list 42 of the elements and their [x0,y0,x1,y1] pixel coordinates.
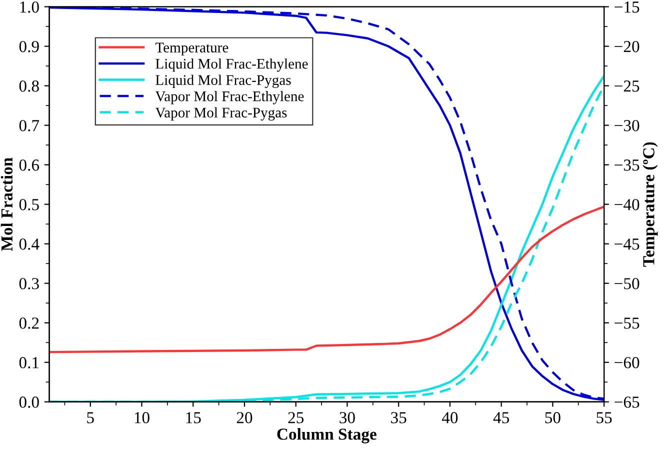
x-tick-label: 35 [391,412,406,424]
x-tick-label: 10 [134,412,150,424]
y2-tick-label: −40 [614,199,640,210]
y2-tick-label: −25 [614,80,640,92]
y2-tick-label: −65 [614,396,640,408]
y2-tick-label: −45 [614,238,640,250]
y2-tick-label: −30 [614,120,640,132]
x-tick-label: 50 [545,412,560,424]
x-tick-label: 40 [442,412,458,424]
x-tick-label: 20 [236,412,252,424]
y2-tick-label: −20 [614,40,640,52]
y2-tick-label: −55 [614,318,640,329]
y-tick-label: 0.5 [19,199,39,210]
y-tick-label: 0.2 [19,318,39,329]
y-tick-label: 0.4 [19,238,40,250]
y2-tick-label: −50 [614,278,640,290]
x-tick-label: 15 [186,412,201,424]
legend-label: Liquid Mol Frac-Pygas [156,74,291,88]
y-tick-label: 0.6 [19,159,40,171]
y2-axis-title: Temperature (ºC) [642,142,658,267]
y-tick-label: 0.3 [19,278,39,290]
x-tick-label: 45 [493,412,510,424]
x-axis-title: Column Stage [277,428,376,444]
y-tick-label: 0.8 [19,80,39,92]
legend-label: Vapor Mol Frac-Pygas [155,107,287,121]
y-tick-label: 1.0 [20,1,39,13]
y2-tick-label: −15 [614,2,640,13]
y-tick-label: 0.1 [19,357,39,368]
line-series [49,206,604,354]
x-tick-label: 25 [288,412,304,424]
y-tick-label: 0.9 [19,40,39,52]
x-tick-label: 55 [596,412,612,424]
y-tick-label: 0.0 [19,396,39,408]
y2-tick-label: −35 [614,160,640,171]
legend-label: Liquid Mol Frac-Ethylene [156,58,308,72]
legend-label: Vapor Mol Frac-Ethylene [155,90,304,104]
y-axis-title: Mol Fraction [0,158,13,251]
y-tick-label: 0.7 [19,120,40,132]
x-tick-label: 30 [340,412,355,424]
legend-label: Temperature [155,42,228,56]
y2-tick-label: −60 [614,357,640,368]
x-tick-label: 5 [87,412,94,424]
